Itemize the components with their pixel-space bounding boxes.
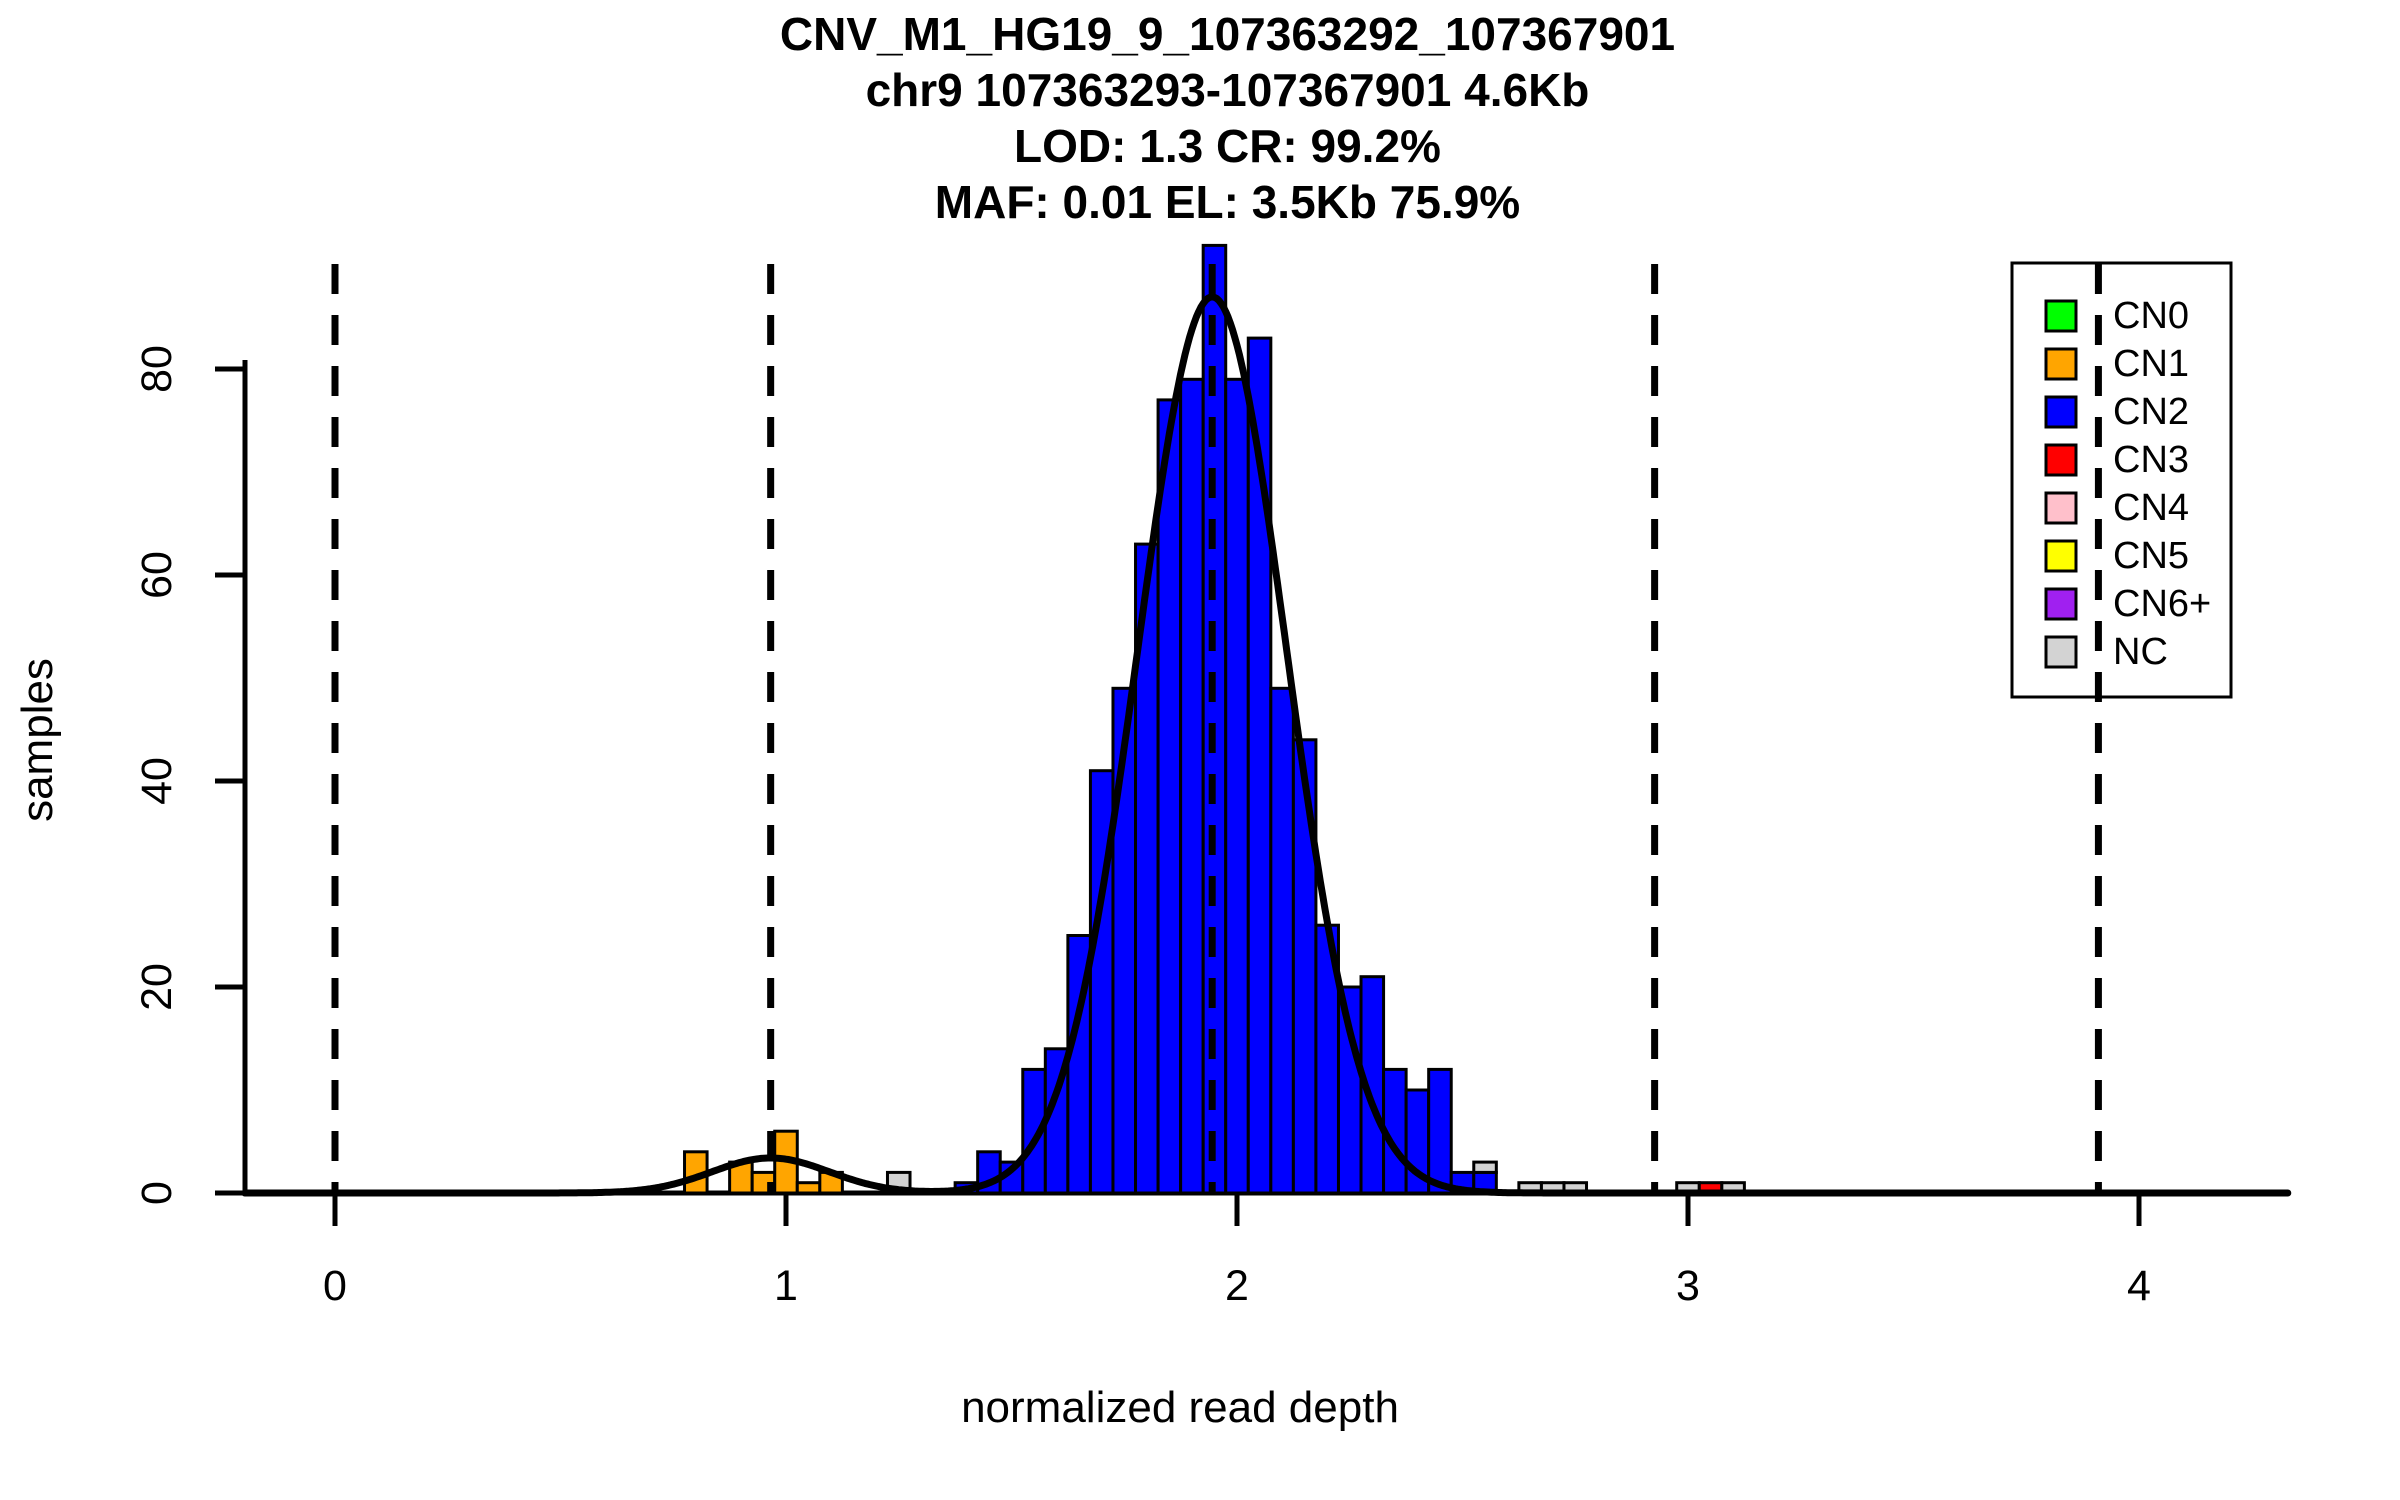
legend-swatch-cn4 [2044, 491, 2078, 525]
legend-swatch-cn6plus [2044, 587, 2078, 621]
histogram-bar-cn2 [1269, 686, 1295, 1195]
x-axis-tick-label: 2 [1225, 1262, 1249, 1310]
legend-label-cn2: CN2 [2113, 391, 2189, 433]
legend-label-cn4: CN4 [2113, 487, 2189, 529]
histogram-bar-nc [1472, 1160, 1498, 1174]
x-axis-title: normalized read depth [961, 1383, 1399, 1432]
legend-label-cn1: CN1 [2113, 343, 2189, 385]
legend-label-nc: NC [2113, 631, 2168, 673]
legend-swatch-cn5 [2044, 539, 2078, 573]
legend-swatch-cn2 [2044, 395, 2078, 429]
histogram-bar-cn1 [795, 1181, 822, 1195]
density-curve [241, 293, 2292, 1197]
histogram-bar-cn2 [1291, 738, 1318, 1195]
legend-swatch-nc [2044, 635, 2078, 669]
legend-label-cn0: CN0 [2113, 295, 2189, 337]
legend-label-cn5: CN5 [2113, 535, 2189, 577]
x-axis-tick-label: 4 [2127, 1262, 2151, 1310]
overlays [241, 264, 2292, 1197]
histogram-bar-cn2 [1427, 1067, 1453, 1195]
y-axis-tick-label: 20 [133, 963, 181, 1011]
legend-swatch-cn0 [2044, 299, 2078, 333]
x-axis-tick-label: 3 [1676, 1262, 1700, 1310]
histogram-bar-cn2 [1179, 377, 1205, 1195]
y-axis-title: samples [13, 658, 62, 822]
x-axis-tick-label: 0 [323, 1262, 347, 1310]
chart-title-line-4: MAF: 0.01 EL: 3.5Kb 75.9% [934, 176, 1521, 228]
y-axis-tick-label: 0 [133, 1181, 181, 1205]
legend-label-cn6plus: CN6+ [2113, 583, 2211, 625]
chart-title-line-1: CNV_M1_HG19_9_107363292_107367901 [779, 8, 1676, 60]
legend-swatch-cn3 [2044, 443, 2078, 477]
x-axis-tick-label: 1 [774, 1262, 798, 1310]
chart-title-line-3: LOD: 1.3 CR: 99.2% [1014, 120, 1441, 172]
y-axis-tick-label: 60 [133, 551, 181, 599]
chart-title: CNV_M1_HG19_9_107363292_107367901 chr9 1… [150, 6, 2305, 230]
histogram-bar-cn2 [1156, 398, 1183, 1195]
chart-title-line-2: chr9 107363293-107367901 4.6Kb [865, 64, 1590, 116]
legend: CN0 CN1 CN2 CN3 CN4 CN5 CN6+ NC [2010, 261, 2233, 699]
histogram-bars [683, 243, 1746, 1195]
legend-box [2010, 261, 2233, 699]
y-axis-tick-label: 80 [133, 345, 181, 393]
legend-swatch-cn1 [2044, 347, 2078, 381]
y-axis-tick-label: 40 [133, 757, 181, 805]
histogram-bar-cn2 [1224, 377, 1250, 1195]
legend-label-cn3: CN3 [2113, 439, 2189, 481]
